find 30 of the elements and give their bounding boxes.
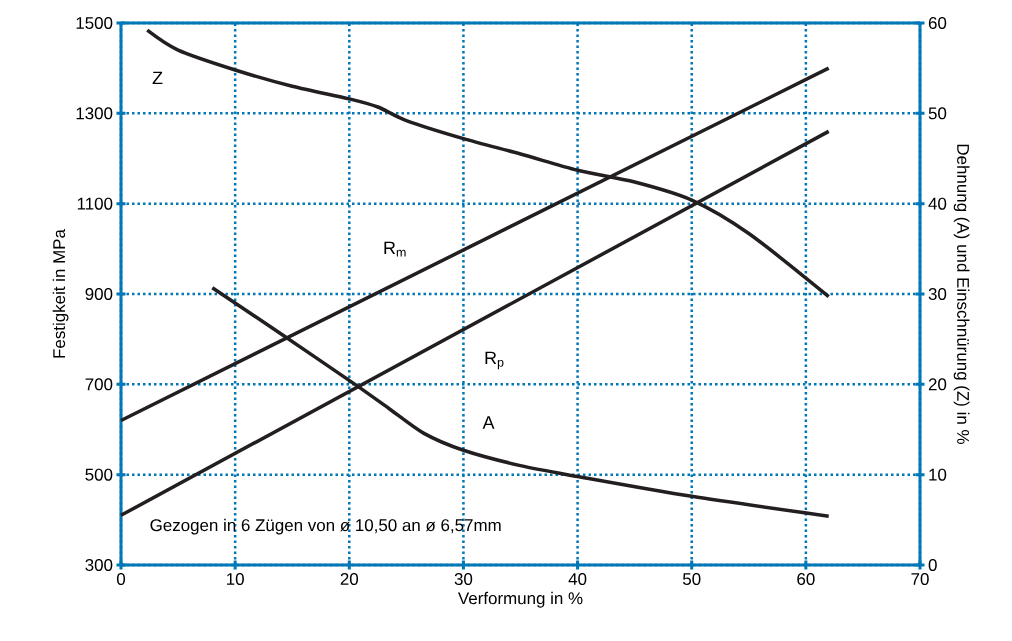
y2-tick-label: 0 xyxy=(928,559,937,571)
y-tick-label: 1100 xyxy=(77,197,113,210)
annotation: Gezogen in 6 Zügen von ø 10,50 an ø 6,57mm xyxy=(150,518,501,535)
y-tick-label: 300 xyxy=(85,559,113,571)
x-axis-title: Verformung in % xyxy=(457,591,583,608)
series-label: Z xyxy=(152,71,163,85)
y-tick-label: 900 xyxy=(85,288,113,300)
y2-tick-label: 30 xyxy=(928,288,947,300)
x-tick-label: 20 xyxy=(340,573,359,586)
series-label: A xyxy=(482,416,495,429)
y-axis-title: Festigkeit in MPa xyxy=(52,229,69,358)
x-tick-label: 50 xyxy=(682,573,701,586)
y2-tick-label: 10 xyxy=(929,468,947,481)
x-tick-label: 40 xyxy=(568,573,587,586)
x-tick-label: 70 xyxy=(911,573,929,586)
series-label: R$_{m}$ xyxy=(384,241,406,257)
y-tick-label: 1300 xyxy=(76,107,113,120)
y-tick-label: 1500 xyxy=(76,16,113,29)
y-tick-label: 700 xyxy=(85,378,113,391)
x-tick-label: 60 xyxy=(797,573,815,586)
y2-tick-label: 60 xyxy=(928,17,947,29)
x-tick-label: 10 xyxy=(227,573,244,586)
y2-tick-label: 50 xyxy=(928,107,947,120)
series-label: R$_{p}$ xyxy=(485,351,504,370)
y2-tick-label: 20 xyxy=(928,378,947,391)
x-tick-label: 30 xyxy=(454,573,473,586)
y2-axis-title: Dehnung (A) und Einschnürung (Z) in % xyxy=(953,144,970,444)
y2-tick-label: 40 xyxy=(928,197,947,210)
y-tick-label: 500 xyxy=(85,468,113,481)
x-tick-label: 0 xyxy=(116,573,126,586)
